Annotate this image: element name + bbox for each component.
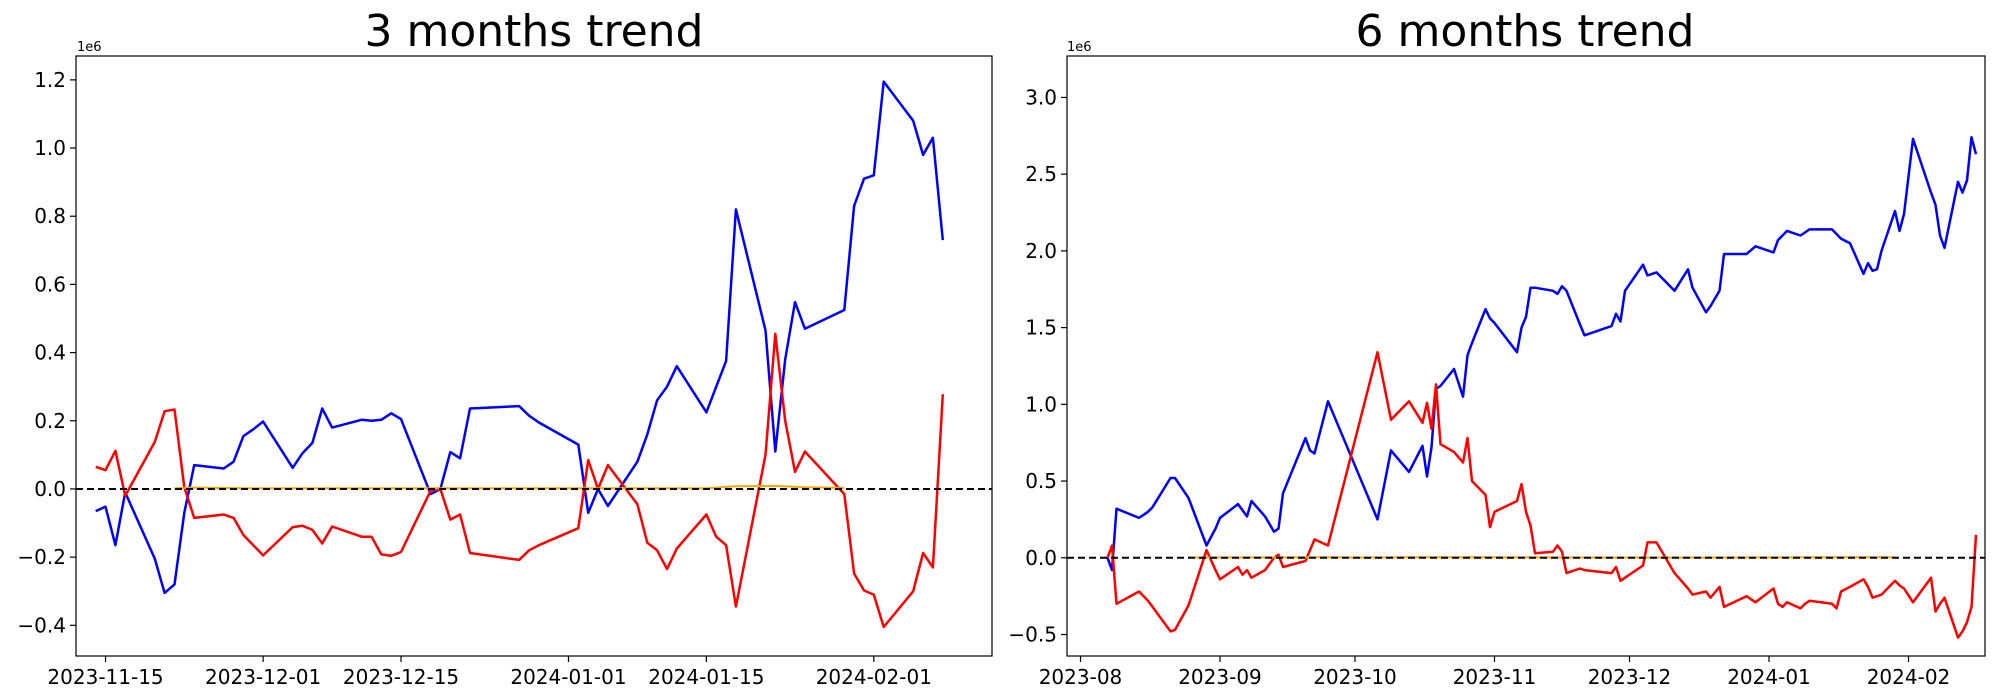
x-tick-label: 2023-12-15 <box>343 665 459 689</box>
series-line-1 <box>95 332 945 629</box>
y-tick-label: 0.8 <box>34 204 66 228</box>
y-tick-label: −0.4 <box>17 613 66 637</box>
x-tick-label: 2023-09 <box>1178 665 1262 689</box>
y-tick-label: 0.0 <box>1025 546 1057 570</box>
series-line-2 <box>174 484 845 490</box>
y-tick-label: 0.6 <box>34 272 66 296</box>
series-line-1 <box>1106 350 1978 639</box>
x-tick-label: 2024-02-01 <box>816 665 932 689</box>
x-tick-label: 2023-12 <box>1588 665 1672 689</box>
chart-title: 3 months trend <box>365 6 704 57</box>
series-line-0 <box>95 80 945 595</box>
x-tick-label: 2023-11-15 <box>47 665 163 689</box>
plot-area: 2023-08 2023-09 2023-10 2023-11 2023-12 2024-… <box>1008 55 1986 689</box>
y-tick-label: −0.5 <box>1008 623 1057 647</box>
y-tick-label: 1.0 <box>1025 392 1057 416</box>
y-tick-label: 0.4 <box>34 341 66 365</box>
y-tick-label: 2.5 <box>1025 162 1057 186</box>
x-tick-label: 2023-08 <box>1039 665 1123 689</box>
y-axis-offset-label: 1e6 <box>77 40 102 55</box>
chart-title: 6 months trend <box>1356 6 1695 57</box>
x-tick-label: 2023-12-01 <box>205 665 321 689</box>
x-tick-label: 2023-10 <box>1313 665 1397 689</box>
plot-area: 2023-11-15 2023-12-01 2023-12-15 2024-01-01… <box>17 55 993 689</box>
y-tick-label: 1.0 <box>34 136 66 160</box>
series-line-0 <box>1106 136 1978 572</box>
axes-frame <box>1066 55 1986 657</box>
y-tick-label: 3.0 <box>1025 85 1057 109</box>
y-tick-label: 0.5 <box>1025 469 1057 493</box>
y-axis-offset-label: 1e6 <box>1067 40 1092 55</box>
y-tick-label: 1.5 <box>1025 316 1057 340</box>
x-tick-label: 2024-01 <box>1727 665 1811 689</box>
x-tick-label: 2023-11 <box>1453 665 1537 689</box>
y-tick-label: 0.0 <box>34 477 66 501</box>
chart-3-months: 3 months trend 1e6 2023-11-15 2023-12-01 2… <box>17 6 993 689</box>
y-tick-label: −0.2 <box>17 545 66 569</box>
x-tick-label: 2024-01-01 <box>510 665 626 689</box>
x-tick-label: 2024-02 <box>1867 665 1951 689</box>
y-tick-label: 0.2 <box>34 409 66 433</box>
chart-6-months: 6 months trend 1e6 2023-08 2023-09 2023-10… <box>1008 6 1986 689</box>
y-tick-label: 2.0 <box>1025 239 1057 263</box>
axes-frame <box>75 55 993 657</box>
y-tick-label: 1.2 <box>34 68 66 92</box>
x-tick-label: 2024-01-15 <box>648 665 764 689</box>
